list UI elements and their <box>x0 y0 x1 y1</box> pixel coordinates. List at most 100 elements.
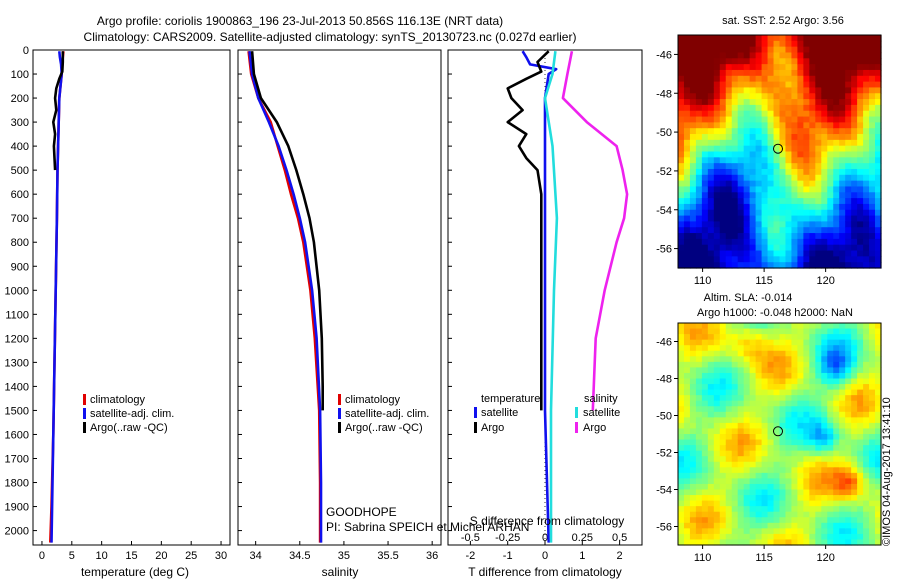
map-cell <box>725 489 733 496</box>
map-cell <box>857 395 864 402</box>
map-cell <box>869 128 876 135</box>
map-cell <box>803 215 810 222</box>
legend-label-t-satellite: satellite <box>481 407 518 419</box>
map-cell <box>803 356 810 363</box>
map-cell <box>833 227 840 234</box>
map-cell <box>839 384 846 391</box>
map-cell <box>761 328 769 335</box>
map-cell <box>833 128 840 135</box>
map-cell <box>731 434 739 441</box>
map-cell <box>749 395 757 402</box>
map-cell <box>707 110 715 118</box>
map-cell <box>857 186 864 193</box>
map-cell <box>695 151 703 158</box>
map-cell <box>857 422 864 430</box>
map-cell <box>695 203 703 211</box>
map-cell <box>695 116 703 123</box>
map-cell <box>707 40 715 48</box>
map-cell <box>737 350 745 357</box>
map-cell <box>761 81 769 89</box>
map-cell <box>833 434 840 441</box>
map-cell <box>719 157 727 164</box>
map-cell <box>815 209 822 217</box>
map-cell <box>839 539 846 546</box>
map-cell <box>737 439 745 446</box>
map-cell <box>683 46 691 54</box>
map-cell <box>785 334 793 341</box>
map-cell <box>678 400 685 407</box>
map-cell <box>749 250 757 257</box>
map-cell <box>749 35 757 42</box>
map-cell <box>797 157 804 164</box>
map-cell <box>755 495 763 502</box>
map-cell <box>773 356 781 363</box>
map-cell <box>689 478 697 485</box>
map-cell <box>755 456 763 463</box>
map-cell <box>695 198 703 205</box>
map-cell <box>755 361 763 368</box>
map-cell <box>683 58 691 65</box>
map-cell <box>713 128 721 135</box>
map-cell <box>725 339 733 346</box>
map-cell <box>707 461 715 468</box>
map-cell <box>851 58 858 65</box>
map-cell <box>767 40 775 48</box>
map-cell <box>719 495 727 502</box>
map-cell <box>791 528 799 535</box>
map-cell <box>815 456 822 463</box>
map-cell <box>803 467 810 474</box>
map-cell <box>701 227 709 234</box>
map-cell <box>803 203 810 211</box>
map-cell <box>719 472 727 479</box>
map-cell <box>851 517 858 524</box>
map-cell <box>869 110 876 118</box>
map-cell <box>755 395 763 402</box>
map-cell <box>779 186 787 193</box>
map-cell <box>689 434 697 441</box>
map-cell <box>791 367 799 374</box>
map-cell <box>755 110 763 118</box>
map-cell <box>713 192 721 199</box>
map-cell <box>845 87 852 94</box>
difference-series <box>506 50 629 543</box>
map-cell <box>863 495 870 502</box>
map-cell <box>791 533 799 541</box>
map-cell <box>869 233 876 240</box>
map-cell <box>827 406 834 413</box>
map-cell <box>695 64 703 71</box>
map-cell <box>683 221 691 228</box>
map-cell <box>749 238 757 246</box>
map-cell <box>678 522 685 529</box>
map-cell <box>743 87 751 94</box>
map-cell <box>678 356 685 363</box>
map-cell <box>785 395 793 402</box>
map-cell <box>773 372 781 380</box>
map-cell <box>713 122 721 129</box>
map-cell <box>869 495 876 502</box>
map-cell <box>755 256 763 263</box>
sla-map-title-1: Altim. SLA: -0.014 <box>704 292 793 304</box>
map-cell <box>773 367 781 374</box>
map-cell <box>779 180 787 188</box>
map-cell <box>791 174 799 182</box>
map-cell <box>678 250 685 257</box>
map-cell <box>827 151 834 158</box>
map-cell <box>689 500 697 507</box>
map-cell <box>731 64 739 71</box>
map-cell <box>719 209 727 217</box>
map-cell <box>761 528 769 535</box>
map-cell <box>815 122 822 129</box>
map-cell <box>851 64 858 71</box>
map-cell <box>809 157 816 164</box>
map-cell <box>863 406 870 413</box>
map-cell <box>761 445 769 452</box>
map-cell <box>791 238 799 246</box>
map-cell <box>761 483 769 491</box>
map-cell <box>689 69 697 77</box>
map-cell <box>845 145 852 153</box>
map-cell <box>755 384 763 391</box>
map-cell <box>803 81 810 89</box>
map-cell <box>749 350 757 357</box>
map-cell <box>791 221 799 228</box>
map-cell <box>797 174 804 182</box>
